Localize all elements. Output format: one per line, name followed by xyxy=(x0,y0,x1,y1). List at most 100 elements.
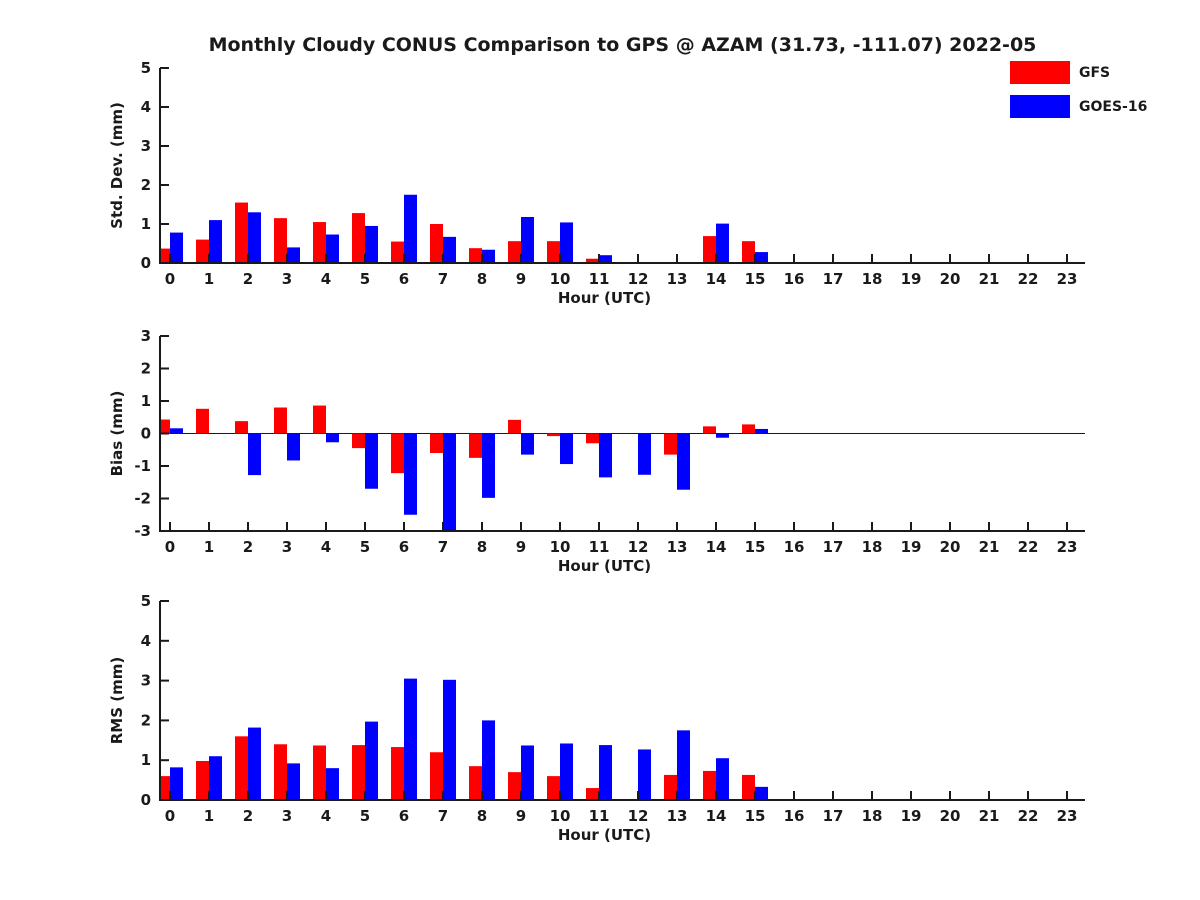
bar-gfs-hour-14 xyxy=(703,770,716,800)
x-tick-label: 13 xyxy=(667,270,688,288)
x-tick-label: 8 xyxy=(477,270,487,288)
bar-goes-16-hour-1 xyxy=(209,220,222,263)
x-tick-label: 15 xyxy=(745,807,766,825)
bar-goes-16-hour-15 xyxy=(755,252,768,263)
x-tick-label: 10 xyxy=(550,270,571,288)
x-tick-label: 6 xyxy=(399,538,409,556)
x-tick-label: 18 xyxy=(862,270,883,288)
bar-goes-16-hour-0 xyxy=(170,428,183,434)
x-tick-label: 8 xyxy=(477,538,487,556)
x-tick-label: 7 xyxy=(438,270,448,288)
bar-gfs-hour-9 xyxy=(508,419,521,434)
y-tick-label: 0 xyxy=(141,425,151,443)
x-tick-label: 10 xyxy=(550,807,571,825)
bar-goes-16-hour-10 xyxy=(560,743,573,800)
y-tick-label: 1 xyxy=(141,215,151,233)
x-tick-label: 16 xyxy=(784,807,805,825)
y-tick-label: 2 xyxy=(141,711,151,729)
x-tick-label: 23 xyxy=(1057,270,1078,288)
bar-goes-16-hour-10 xyxy=(560,433,573,465)
y-tick-label: 2 xyxy=(141,360,151,378)
x-tick-label: 0 xyxy=(165,807,175,825)
x-tick-label: 9 xyxy=(516,538,526,556)
legend-swatch-goes16 xyxy=(1010,95,1070,118)
y-tick-label: -2 xyxy=(134,490,151,508)
bar-gfs-hour-1 xyxy=(196,408,209,434)
bar-goes-16-hour-11 xyxy=(599,433,612,478)
bar-goes-16-hour-4 xyxy=(326,433,339,443)
x-tick-label: 14 xyxy=(706,807,727,825)
y-tick-label: 3 xyxy=(141,327,151,345)
x-tick-label: 21 xyxy=(979,807,1000,825)
x-tick-label: 2 xyxy=(243,538,253,556)
y-tick-label: -3 xyxy=(134,522,151,540)
bar-gfs-hour-3 xyxy=(274,744,287,800)
x-tick-label: 21 xyxy=(979,270,1000,288)
x-tick-label: 5 xyxy=(360,538,370,556)
x-tick-label: 16 xyxy=(784,270,805,288)
bar-gfs-hour-9 xyxy=(508,772,521,800)
bar-goes-16-hour-5 xyxy=(365,721,378,800)
y-tick-label: 1 xyxy=(141,392,151,410)
bar-goes-16-hour-4 xyxy=(326,768,339,800)
bar-gfs-hour-3 xyxy=(274,407,287,434)
legend-item-gfs: GFS xyxy=(1010,61,1147,84)
bar-gfs-hour-2 xyxy=(235,421,248,434)
x-tick-label: 3 xyxy=(282,807,292,825)
bar-goes-16-hour-10 xyxy=(560,222,573,263)
x-tick-label: 4 xyxy=(321,807,331,825)
x-tick-label: 11 xyxy=(589,270,610,288)
x-tick-label: 9 xyxy=(516,270,526,288)
x-tick-label: 6 xyxy=(399,270,409,288)
bar-goes-16-hour-7 xyxy=(443,433,456,531)
bar-goes-16-hour-14 xyxy=(716,758,729,800)
bar-gfs-hour-9 xyxy=(508,241,521,263)
bar-gfs-hour-15 xyxy=(742,424,755,434)
bar-gfs-hour-7 xyxy=(430,433,443,453)
y-axis-label: Bias (mm) xyxy=(108,391,126,477)
bar-gfs-hour-6 xyxy=(391,747,404,800)
bar-gfs-hour-13 xyxy=(664,433,677,455)
x-tick-label: 2 xyxy=(243,270,253,288)
x-tick-label: 12 xyxy=(628,270,649,288)
bar-goes-16-hour-7 xyxy=(443,236,456,263)
x-tick-label: 15 xyxy=(745,270,766,288)
x-tick-label: 3 xyxy=(282,270,292,288)
legend-swatch-gfs xyxy=(1010,61,1070,84)
x-tick-label: 21 xyxy=(979,538,1000,556)
bar-goes-16-hour-3 xyxy=(287,433,300,461)
bar-gfs-hour-2 xyxy=(235,736,248,800)
bar-gfs-hour-11 xyxy=(586,433,599,444)
bar-goes-16-hour-1 xyxy=(209,756,222,800)
bar-goes-16-hour-7 xyxy=(443,679,456,800)
y-tick-label: 0 xyxy=(141,254,151,272)
bar-goes-16-hour-9 xyxy=(521,216,534,263)
bar-gfs-hour-10 xyxy=(547,241,560,263)
x-tick-label: 12 xyxy=(628,807,649,825)
bar-goes-16-hour-11 xyxy=(599,255,612,263)
bar-goes-16-hour-6 xyxy=(404,194,417,263)
x-tick-label: 1 xyxy=(204,538,214,556)
legend: GFS GOES-16 xyxy=(1010,61,1147,129)
x-tick-label: 1 xyxy=(204,807,214,825)
x-tick-label: 13 xyxy=(667,807,688,825)
y-tick-label: 4 xyxy=(141,98,151,116)
x-tick-label: 8 xyxy=(477,807,487,825)
bar-gfs-hour-8 xyxy=(469,766,482,800)
x-axis-label: Hour (UTC) xyxy=(558,826,651,844)
bar-gfs-hour-0 xyxy=(161,776,170,800)
bar-goes-16-hour-2 xyxy=(248,727,261,800)
x-tick-label: 6 xyxy=(399,807,409,825)
bar-gfs-hour-5 xyxy=(352,433,365,449)
bar-goes-16-hour-14 xyxy=(716,223,729,263)
x-tick-label: 0 xyxy=(165,538,175,556)
bar-gfs-hour-10 xyxy=(547,433,560,437)
legend-label-goes16: GOES-16 xyxy=(1079,98,1148,115)
x-tick-label: 17 xyxy=(823,807,844,825)
bar-gfs-hour-6 xyxy=(391,433,404,474)
x-tick-label: 16 xyxy=(784,538,805,556)
bar-goes-16-hour-2 xyxy=(248,433,261,476)
